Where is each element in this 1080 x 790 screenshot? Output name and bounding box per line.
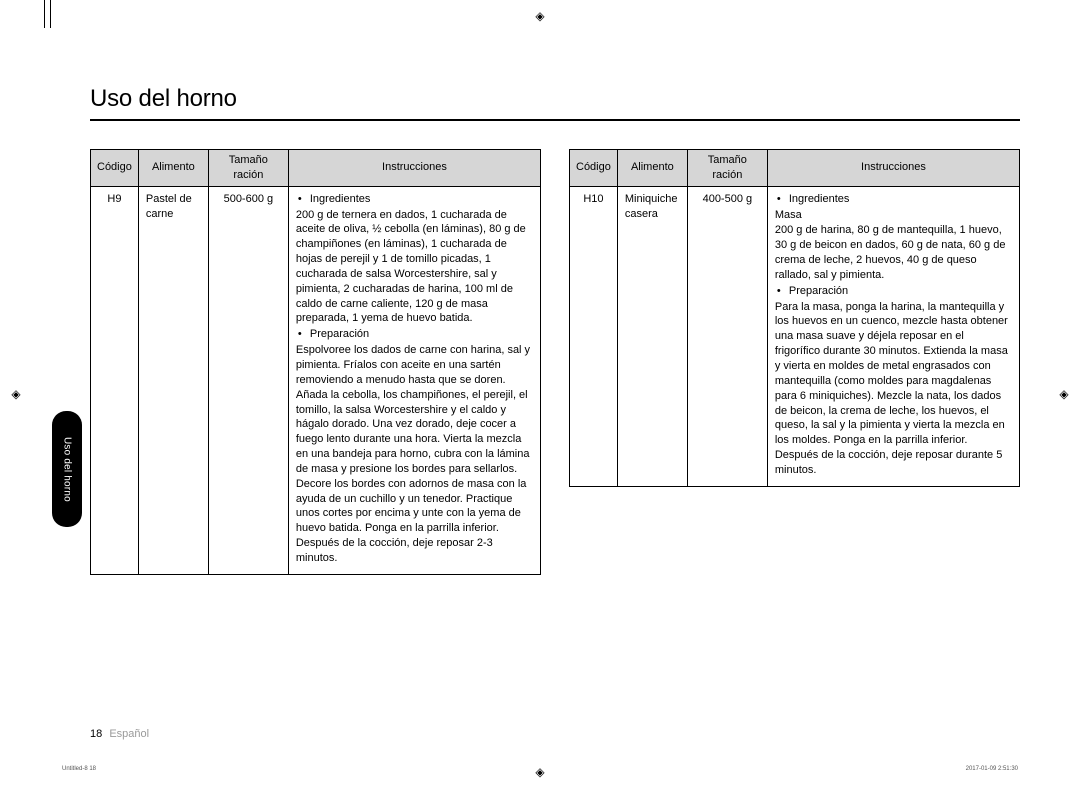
page-language: Español [109, 728, 149, 740]
right-column: Código Alimento Tamaño ración Instruccio… [569, 149, 1020, 575]
bullet-ingredientes: Ingredientes [296, 192, 533, 207]
th-alimento: Alimento [617, 150, 687, 187]
page-content: Uso del horno Código Alimento Tamaño rac… [90, 85, 1020, 575]
left-column: Código Alimento Tamaño ración Instruccio… [90, 149, 541, 575]
text-masa: Masa [775, 208, 1012, 223]
reg-bottom: ◈ [534, 766, 546, 778]
page-number: 18 [90, 728, 102, 740]
page-title: Uso del horno [90, 85, 1020, 113]
text-preparacion: Para la masa, ponga la harina, la manteq… [775, 300, 1012, 478]
th-racion: Tamaño ración [687, 150, 767, 187]
page-footer: 18 Español [90, 728, 149, 740]
bullet-preparacion: Preparación [296, 327, 533, 342]
text-ingredientes: 200 g de harina, 80 g de mantequilla, 1 … [775, 223, 1012, 282]
bullet-ingredientes: Ingredientes [775, 192, 1012, 207]
side-tab: Uso del horno [52, 411, 82, 527]
cell-racion: 400-500 g [687, 186, 767, 486]
text-ingredientes: 200 g de ternera en dados, 1 cucharada d… [296, 208, 533, 327]
cell-alimento: Miniquiche casera [617, 186, 687, 486]
reg-left: ◈ [10, 388, 22, 400]
th-racion: Tamaño ración [208, 150, 288, 187]
print-mark-left: Untitled-8 18 [62, 766, 96, 772]
table-header-row: Código Alimento Tamaño ración Instruccio… [570, 150, 1020, 187]
th-alimento: Alimento [138, 150, 208, 187]
th-codigo: Código [91, 150, 139, 187]
title-rule [90, 119, 1020, 121]
cell-instrucciones: Ingredientes 200 g de ternera en dados, … [288, 186, 540, 574]
cell-alimento: Pastel de carne [138, 186, 208, 574]
th-instrucciones: Instrucciones [288, 150, 540, 187]
table-header-row: Código Alimento Tamaño ración Instruccio… [91, 150, 541, 187]
reg-right: ◈ [1058, 388, 1070, 400]
cell-codigo: H9 [91, 186, 139, 574]
table-row: H9 Pastel de carne 500-600 g Ingrediente… [91, 186, 541, 574]
cell-racion: 500-600 g [208, 186, 288, 574]
th-codigo: Código [570, 150, 618, 187]
th-instrucciones: Instrucciones [767, 150, 1019, 187]
reg-top: ◈ [534, 10, 546, 22]
text-preparacion: Espolvoree los dados de carne con harina… [296, 343, 533, 566]
side-tab-label: Uso del horno [62, 437, 73, 502]
left-table: Código Alimento Tamaño ración Instruccio… [90, 149, 541, 575]
cell-codigo: H10 [570, 186, 618, 486]
right-table: Código Alimento Tamaño ración Instruccio… [569, 149, 1020, 487]
print-mark-right: 2017-01-09 2:51:30 [966, 766, 1018, 772]
two-columns: Código Alimento Tamaño ración Instruccio… [90, 149, 1020, 575]
table-row: H10 Miniquiche casera 400-500 g Ingredie… [570, 186, 1020, 486]
cell-instrucciones: Ingredientes Masa 200 g de harina, 80 g … [767, 186, 1019, 486]
bullet-preparacion: Preparación [775, 284, 1012, 299]
